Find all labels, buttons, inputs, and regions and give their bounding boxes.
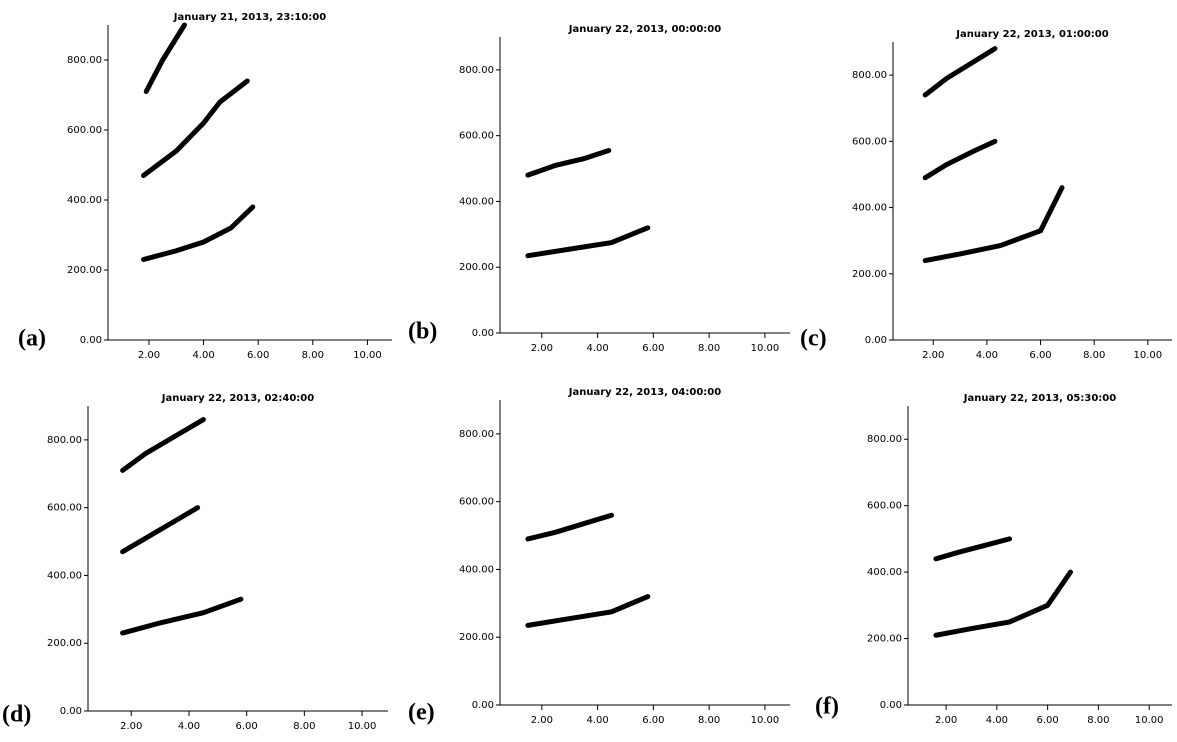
y-tick-label: 0.00 <box>80 335 102 346</box>
chart-title: January 22, 2013, 02:40:00 <box>161 393 314 404</box>
x-tick-label: 10.00 <box>348 721 377 732</box>
y-tick-label: 0.00 <box>472 328 494 339</box>
y-tick-label: 200.00 <box>867 634 902 645</box>
y-tick-label: 800.00 <box>67 55 102 66</box>
chart-title: January 22, 2013, 04:00:00 <box>568 387 721 398</box>
x-tick-label: 6.00 <box>1029 350 1051 361</box>
x-tick-label: 4.00 <box>986 715 1008 726</box>
x-tick-label: 8.00 <box>1083 350 1105 361</box>
y-tick-label: 200.00 <box>47 638 82 649</box>
x-tick-label: 6.00 <box>1036 715 1058 726</box>
curve <box>933 569 1073 638</box>
x-tick-label: 10.00 <box>751 715 780 726</box>
x-tick-label: 2.00 <box>138 350 160 361</box>
curve <box>525 225 651 259</box>
x-tick-label: 2.00 <box>531 343 553 354</box>
panel-label: (f) <box>815 694 839 720</box>
x-tick-label: 2.00 <box>922 350 944 361</box>
x-tick-label: 8.00 <box>698 343 720 354</box>
x-tick-label: 2.00 <box>935 715 957 726</box>
y-tick-label: 200.00 <box>67 265 102 276</box>
x-tick-label: 8.00 <box>302 350 324 361</box>
x-tick-label: 8.00 <box>698 715 720 726</box>
y-tick-label: 600.00 <box>67 125 102 136</box>
x-tick-label: 2.00 <box>120 721 142 732</box>
y-tick-label: 200.00 <box>459 632 494 643</box>
y-tick-label: 400.00 <box>459 564 494 575</box>
curve <box>525 512 615 542</box>
y-tick-label: 200.00 <box>459 262 494 273</box>
x-tick-label: 6.00 <box>642 715 664 726</box>
y-tick-label: 400.00 <box>852 203 887 214</box>
y-tick-label: 800.00 <box>852 70 887 81</box>
y-tick-label: 0.00 <box>865 335 887 346</box>
y-tick-label: 600.00 <box>867 501 902 512</box>
y-tick-label: 600.00 <box>459 131 494 142</box>
x-tick-label: 10.00 <box>751 343 780 354</box>
y-tick-label: 800.00 <box>867 434 902 445</box>
curve <box>922 46 998 98</box>
y-tick-label: 800.00 <box>459 65 494 76</box>
x-tick-label: 10.00 <box>1134 350 1163 361</box>
curve <box>525 147 612 178</box>
curve <box>141 204 256 262</box>
y-tick-label: 400.00 <box>67 195 102 206</box>
chart-title: January 22, 2013, 05:30:00 <box>963 393 1116 404</box>
curve <box>143 22 187 94</box>
chart-title: January 22, 2013, 01:00:00 <box>955 29 1108 40</box>
curve <box>933 536 1013 562</box>
curve <box>922 185 1065 264</box>
x-tick-label: 6.00 <box>642 343 664 354</box>
panel-label: (c) <box>800 326 827 352</box>
y-tick-label: 400.00 <box>47 570 82 581</box>
panel-label: (a) <box>18 326 46 352</box>
y-tick-label: 0.00 <box>880 700 902 711</box>
curve <box>141 78 250 178</box>
x-tick-label: 6.00 <box>236 721 258 732</box>
y-tick-label: 600.00 <box>47 503 82 514</box>
y-tick-label: 600.00 <box>459 497 494 508</box>
y-tick-label: 200.00 <box>852 269 887 280</box>
x-tick-label: 4.00 <box>586 343 608 354</box>
x-tick-label: 8.00 <box>1087 715 1109 726</box>
x-tick-label: 4.00 <box>586 715 608 726</box>
x-tick-label: 4.00 <box>192 350 214 361</box>
x-tick-label: 6.00 <box>247 350 269 361</box>
y-tick-label: 0.00 <box>60 706 82 717</box>
x-tick-label: 2.00 <box>531 715 553 726</box>
y-tick-label: 0.00 <box>472 700 494 711</box>
panel-label: (b) <box>408 319 437 345</box>
x-tick-label: 8.00 <box>293 721 315 732</box>
y-tick-label: 400.00 <box>867 567 902 578</box>
y-tick-label: 800.00 <box>47 435 82 446</box>
curve <box>120 505 201 555</box>
curve <box>120 417 206 473</box>
x-tick-label: 10.00 <box>1135 715 1164 726</box>
y-tick-label: 600.00 <box>852 136 887 147</box>
panel-label: (e) <box>408 700 435 726</box>
chart-title: January 21, 2013, 23:10:00 <box>173 12 326 23</box>
y-tick-label: 800.00 <box>459 429 494 440</box>
x-tick-label: 4.00 <box>178 721 200 732</box>
curve <box>525 594 651 628</box>
curve <box>120 596 244 636</box>
y-tick-label: 400.00 <box>459 196 494 207</box>
panel-label: (d) <box>2 702 31 728</box>
chart-title: January 22, 2013, 00:00:00 <box>568 24 721 35</box>
x-tick-label: 10.00 <box>353 350 382 361</box>
x-tick-label: 4.00 <box>976 350 998 361</box>
curve <box>922 138 998 181</box>
